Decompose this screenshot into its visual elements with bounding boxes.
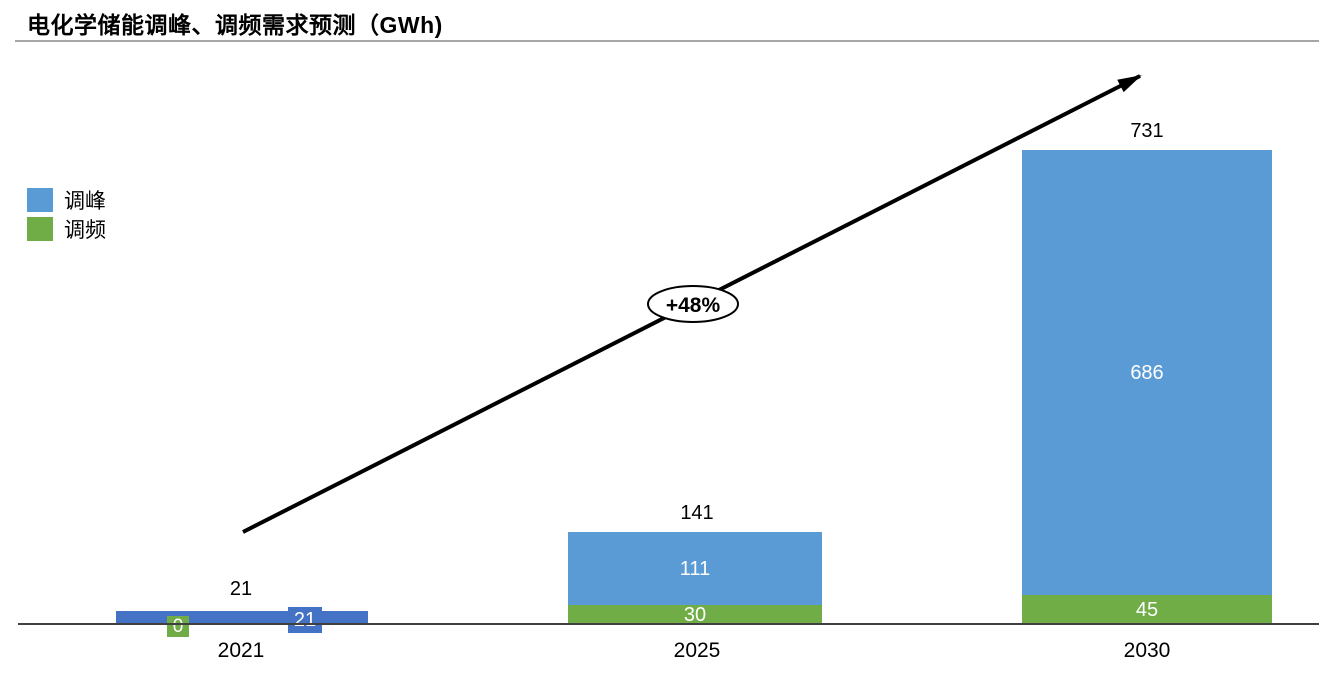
total-label-2030: 731 [1130,120,1164,142]
legend-swatch-peak-shaving [27,188,53,212]
value-label-2025-peak-shaving: 111 [679,557,711,580]
legend: 调峰 调频 [27,188,106,246]
category-label-2030: 2030 [1123,639,1171,662]
legend-label-frequency-regulation: 调频 [64,219,106,242]
chart-title: 电化学储能调峰、调频需求预测（GWh) [27,12,443,38]
bar-2025-peak-shaving: 111 [568,532,822,605]
legend-item-frequency-regulation: 调频 [27,217,106,242]
total-label-2025: 141 [680,502,714,524]
bar-2025-frequency-regulation: 30 [568,603,822,626]
value-label-2030-frequency-regulation: 45 [1135,598,1159,621]
bar-2030-peak-shaving: 686 [1022,150,1272,595]
legend-label-peak-shaving: 调峰 [64,190,106,213]
value-label-2021-frequency-regulation: 0 [167,616,189,637]
value-label-2025-frequency-regulation: 30 [683,603,707,626]
category-label-2021: 2021 [217,639,265,662]
growth-annotation-label: +48% [666,294,721,317]
category-label-2025: 2025 [673,639,721,662]
x-axis-line [18,623,1319,625]
bar-2030-frequency-regulation: 45 [1022,595,1272,624]
value-label-2021-peak-shaving: 21 [288,607,322,633]
title-divider [15,40,1319,42]
value-label-2030-peak-shaving: 686 [1130,361,1164,384]
legend-swatch-frequency-regulation [27,217,53,241]
legend-item-peak-shaving: 调峰 [27,188,106,213]
trend-arrow-line [242,74,1142,534]
growth-annotation-ellipse [647,285,739,323]
total-label-2021: 21 [229,578,253,600]
